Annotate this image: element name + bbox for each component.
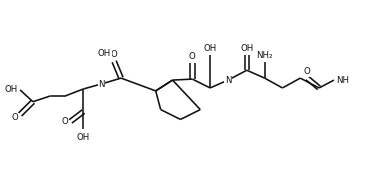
Text: OH: OH (98, 49, 111, 58)
Text: OH: OH (77, 133, 90, 142)
Text: N: N (98, 80, 104, 89)
Text: O: O (189, 52, 196, 61)
Text: O: O (304, 67, 310, 76)
Text: N: N (225, 76, 231, 85)
Text: O: O (243, 44, 250, 53)
Text: NH: NH (336, 76, 349, 85)
Text: O: O (11, 113, 18, 122)
Text: O: O (62, 117, 68, 126)
Text: OH: OH (204, 44, 217, 53)
Text: OH: OH (240, 44, 253, 53)
Text: NH₂: NH₂ (256, 51, 273, 60)
Text: O: O (111, 50, 118, 59)
Text: OH: OH (5, 85, 18, 94)
